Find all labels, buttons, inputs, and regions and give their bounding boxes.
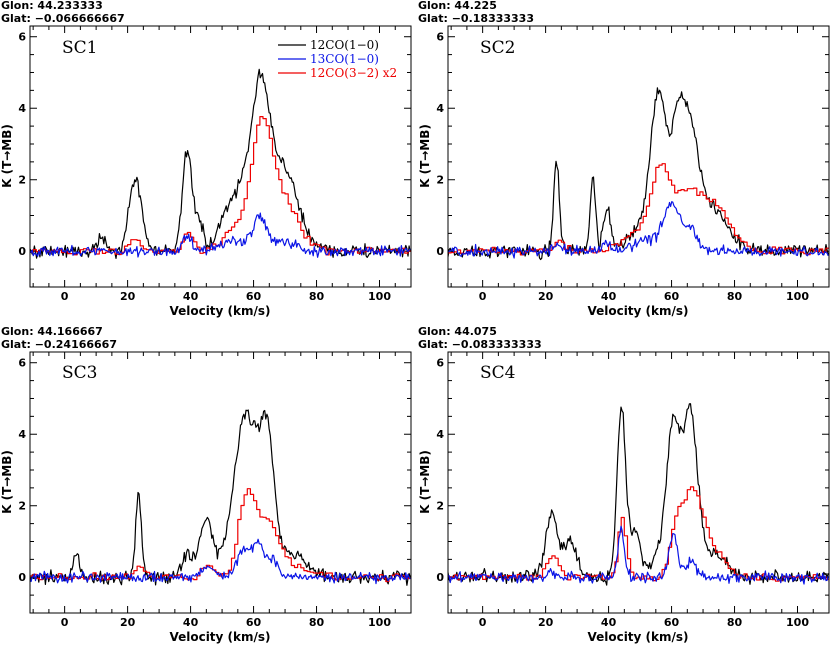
series-12co-line (30, 409, 411, 586)
plot-frame (447, 25, 830, 288)
panel-title: SC4 (480, 363, 515, 383)
y-tick-label: 0 (18, 245, 26, 258)
x-tick-label: 40 (601, 290, 617, 303)
legend: 12CO(1−0) 13CO(1−0) 12CO(3−2) x2 (278, 38, 397, 80)
y-tick-label: 2 (18, 500, 26, 513)
x-axis-title: Velocity (km/s) (169, 630, 270, 644)
axis-ticks: 0 20 40 60 80 100 0 2 4 6 (436, 352, 830, 629)
panel-title: SC2 (480, 38, 515, 58)
series-12co-line (448, 87, 829, 261)
axis-ticks: 0 20 40 60 80 100 0 2 4 6 (18, 26, 412, 303)
panel-sc4: Glon: 44.075 Glat: −0.083333333 SC4 0 20 4… (418, 325, 830, 644)
y-tick-label: 4 (436, 428, 444, 441)
x-tick-label: 80 (309, 616, 325, 629)
x-tick-label: 100 (368, 290, 391, 303)
y-tick-label: 6 (18, 357, 26, 370)
x-tick-label: 100 (786, 290, 809, 303)
x-tick-label: 0 (479, 616, 487, 629)
x-tick-label: 20 (538, 290, 554, 303)
y-tick-label: 2 (18, 174, 26, 187)
y-tick-label: 4 (436, 102, 444, 115)
series-12co-line (448, 403, 829, 586)
panel-title: SC3 (62, 363, 97, 383)
plot-area (30, 68, 411, 259)
x-tick-label: 20 (538, 616, 554, 629)
series-12co32-line (448, 486, 829, 582)
plot-frame (29, 25, 412, 288)
x-tick-label: 60 (664, 290, 680, 303)
glat-label: Glat: −0.083333333 (418, 338, 542, 351)
x-tick-label: 0 (479, 290, 487, 303)
legend-label-12co: 12CO(1−0) (310, 38, 379, 52)
plot-area (30, 409, 411, 586)
x-axis-title: Velocity (km/s) (587, 304, 688, 318)
y-tick-label: 0 (436, 245, 444, 258)
y-tick-label: 4 (18, 428, 26, 441)
x-tick-label: 100 (786, 616, 809, 629)
x-tick-label: 40 (183, 616, 199, 629)
x-tick-label: 60 (246, 290, 262, 303)
glon-label: Glon: 44.225 (418, 0, 497, 12)
y-axis-title: K (T→MB) (418, 450, 432, 514)
panel-sc3: Glon: 44.166667 Glat: −0.24166667 SC3 0 2… (0, 325, 412, 644)
x-tick-label: 40 (183, 290, 199, 303)
plot-frame (447, 351, 830, 614)
axis-ticks: 0 20 40 60 80 100 0 2 4 6 (18, 352, 412, 629)
glat-label: Glat: −0.066666667 (1, 12, 125, 25)
series-13co-line (448, 201, 829, 259)
x-tick-label: 0 (61, 616, 69, 629)
x-tick-label: 80 (309, 290, 325, 303)
series-13co-line (30, 212, 411, 258)
panel-sc2: Glon: 44.225 Glat: −0.18333333 SC2 0 20 40… (418, 0, 830, 318)
glat-label: Glat: −0.18333333 (418, 12, 534, 25)
x-tick-label: 80 (727, 616, 743, 629)
series-12co32-line (30, 116, 411, 256)
axis-ticks: 0 20 40 60 80 100 0 2 4 6 (436, 26, 830, 303)
x-tick-label: 100 (368, 616, 391, 629)
x-tick-label: 60 (664, 616, 680, 629)
x-tick-label: 20 (120, 290, 136, 303)
x-tick-label: 80 (727, 290, 743, 303)
x-tick-label: 20 (120, 616, 136, 629)
glon-label: Glon: 44.166667 (1, 325, 103, 338)
x-axis-title: Velocity (km/s) (587, 630, 688, 644)
x-tick-label: 40 (601, 616, 617, 629)
glon-label: Glon: 44.075 (418, 325, 497, 338)
y-tick-label: 6 (18, 31, 26, 44)
y-tick-label: 6 (436, 357, 444, 370)
y-tick-label: 2 (436, 174, 444, 187)
y-axis-title: K (T→MB) (0, 450, 14, 514)
glon-label: Glon: 44.233333 (1, 0, 103, 12)
plot-area (448, 403, 829, 586)
legend-label-12co32: 12CO(3−2) x2 (310, 66, 397, 80)
legend-label-13co: 13CO(1−0) (310, 52, 379, 66)
series-13co-line (448, 525, 829, 585)
x-axis-title: Velocity (km/s) (169, 304, 270, 318)
panel-sc1: Glon: 44.233333 Glat: −0.066666667 SC1 0… (0, 0, 412, 318)
glat-label: Glat: −0.24166667 (1, 338, 117, 351)
y-tick-label: 6 (436, 31, 444, 44)
series-12co-line (30, 68, 411, 259)
panel-title: SC1 (62, 38, 97, 58)
y-tick-label: 2 (436, 500, 444, 513)
y-tick-label: 0 (436, 571, 444, 584)
y-tick-label: 4 (18, 102, 26, 115)
y-axis-title: K (T→MB) (0, 124, 14, 188)
x-tick-label: 60 (246, 616, 262, 629)
plot-area (448, 87, 829, 261)
x-tick-label: 0 (61, 290, 69, 303)
y-axis-title: K (T→MB) (418, 124, 432, 188)
series-12co32-line (30, 488, 411, 583)
y-tick-label: 0 (18, 571, 26, 584)
plot-frame (29, 351, 412, 614)
series-13co-line (30, 538, 411, 585)
